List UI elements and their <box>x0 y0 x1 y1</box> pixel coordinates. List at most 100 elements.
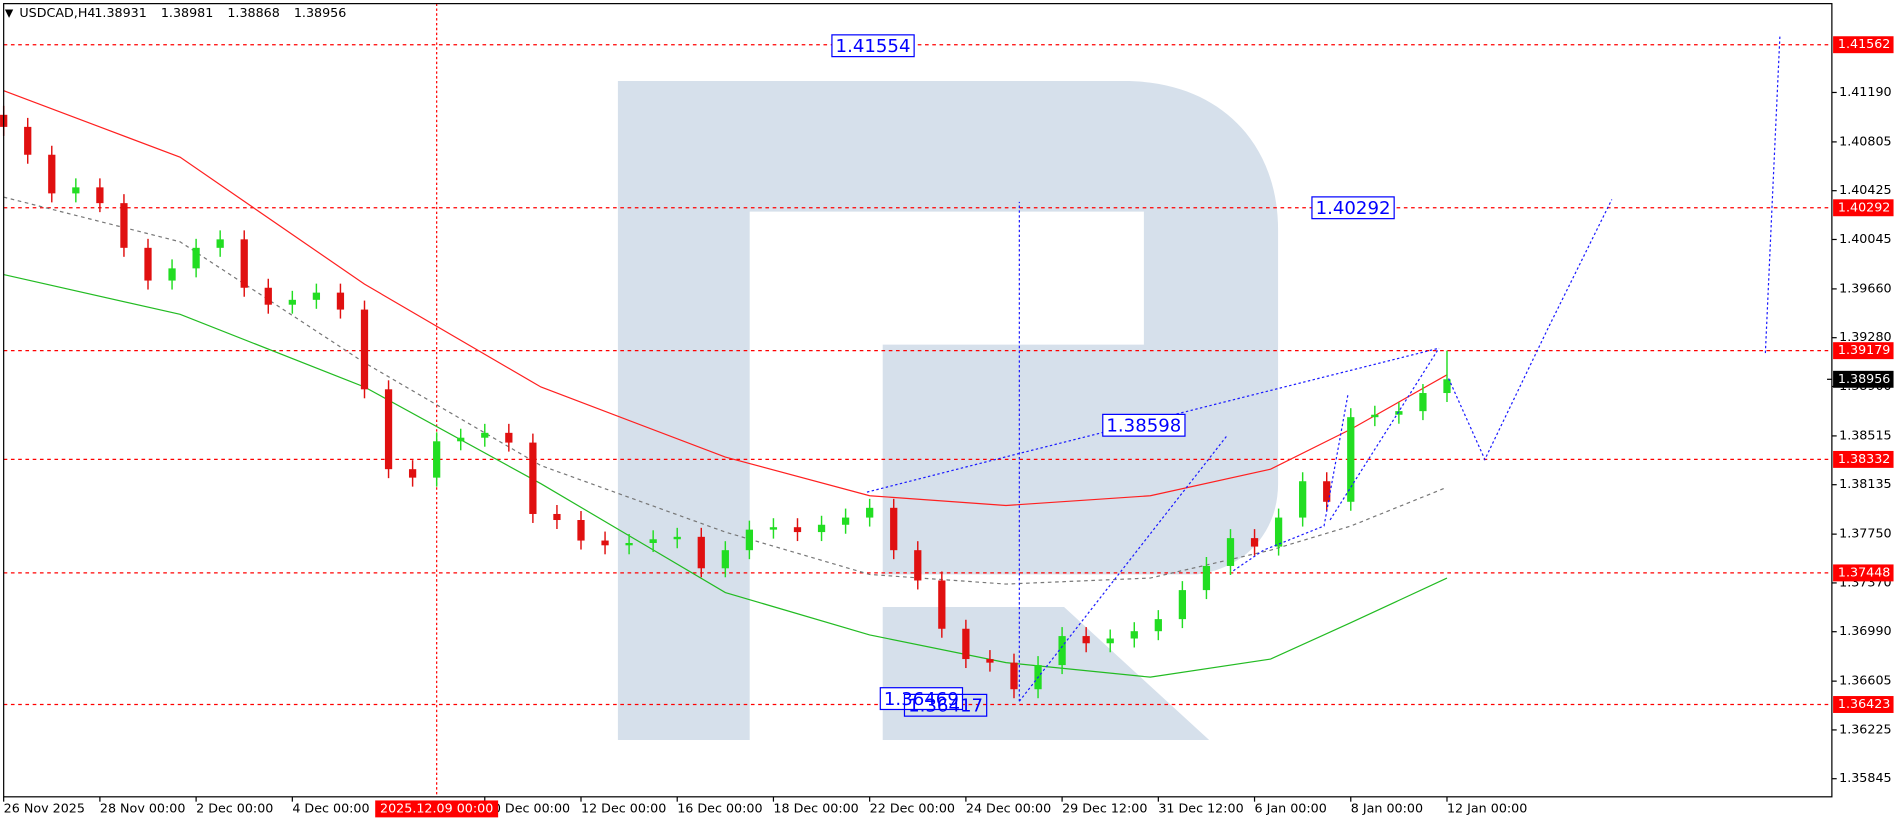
candle-body <box>914 550 922 581</box>
x-tick-label: 12 Dec 00:00 <box>581 800 666 815</box>
y-tick-label: 1.38515 <box>1839 427 1891 442</box>
header-close: 1.38956 <box>294 5 346 20</box>
annotation-box <box>1102 413 1186 437</box>
candle-body <box>601 540 609 546</box>
forecast-path <box>1329 347 1440 521</box>
crosshair-label: 2025.12.09 00:00 <box>380 800 493 815</box>
candle-body <box>553 513 561 521</box>
y-tick-label: 1.36225 <box>1839 721 1891 736</box>
candle-body <box>168 268 176 281</box>
x-tick-label: 2 Dec 00:00 <box>196 800 273 815</box>
plot-frame <box>3 3 1833 798</box>
candle-body <box>1010 662 1018 690</box>
candle-body <box>745 529 754 551</box>
level-label-box <box>1833 564 1894 582</box>
x-tick-label: 18 Dec 00:00 <box>773 800 858 815</box>
level-label: 1.37448 <box>1838 564 1890 579</box>
indicator-line <box>3 90 1448 507</box>
x-tick-label: 22 Dec 00:00 <box>870 800 955 815</box>
level-label: 1.39179 <box>1838 342 1890 357</box>
header-low: 1.38868 <box>227 5 279 20</box>
candle-body <box>120 203 128 248</box>
x-tick-label: 12 Jan 00:00 <box>1447 800 1527 815</box>
candle-body <box>866 507 874 518</box>
candle-body <box>1202 565 1211 591</box>
level-label-box <box>1833 36 1894 54</box>
candle-body <box>216 239 224 248</box>
annotation-label: 1.36417 <box>908 695 983 716</box>
candle-body <box>384 389 393 470</box>
candle-body <box>433 441 441 478</box>
level-label: 1.40292 <box>1838 199 1890 214</box>
candle-body <box>1226 538 1235 566</box>
candle-body <box>336 292 345 310</box>
candle-body <box>986 659 994 663</box>
candle-body <box>1106 638 1114 644</box>
candle-body <box>288 299 296 305</box>
candle-body <box>312 292 321 300</box>
candle-body <box>48 154 56 194</box>
x-tick-label: 31 Dec 12:00 <box>1158 800 1243 815</box>
y-tick-label: 1.38135 <box>1839 476 1891 491</box>
candle-body <box>144 247 152 281</box>
header-high: 1.38981 <box>161 5 213 20</box>
candle-body <box>505 432 513 443</box>
symbol: USDCAD,H4 <box>19 5 95 20</box>
candle-body <box>24 126 32 155</box>
candle-body <box>1274 517 1283 547</box>
candle-body <box>264 287 272 305</box>
annotation-label: 1.40292 <box>1316 198 1391 219</box>
annotation-box <box>1311 196 1395 220</box>
level-label-box <box>1833 199 1894 217</box>
candle-body <box>1419 393 1427 412</box>
candle-body <box>1323 481 1331 502</box>
menu-arrow[interactable]: ▼ <box>5 6 14 19</box>
candle-body <box>1250 538 1259 547</box>
annotation-box <box>831 34 915 58</box>
annotation-box <box>903 693 988 717</box>
candle-body <box>625 542 633 546</box>
forecast-path <box>1018 434 1228 702</box>
candle-body <box>1154 619 1162 632</box>
y-tick-label: 1.36990 <box>1839 623 1891 638</box>
last-price-label: 1.38956 <box>1838 371 1890 386</box>
forecast-drawings <box>866 36 1781 702</box>
candle-body <box>1347 417 1355 502</box>
forecast-path <box>1448 199 1613 461</box>
candle-body <box>962 628 970 660</box>
candle-body <box>529 442 537 514</box>
candle-body <box>457 437 465 442</box>
plot-area <box>0 3 1832 797</box>
candle-body <box>1299 481 1307 518</box>
level-label: 1.41562 <box>1838 36 1890 51</box>
forecast-path <box>1233 392 1349 572</box>
candle-body <box>649 539 657 543</box>
level-label-box <box>1833 450 1894 468</box>
indicator-line <box>3 273 1448 678</box>
x-tick-label: 16 Dec 00:00 <box>677 800 762 815</box>
candle-body <box>192 247 200 269</box>
candle-body <box>673 536 681 540</box>
header-open: 1.38931 <box>94 5 146 20</box>
x-tick-label: 29 Dec 12:00 <box>1062 800 1147 815</box>
candle-body <box>1082 636 1090 644</box>
candle-body <box>1130 631 1138 639</box>
x-tick-label: 24 Dec 00:00 <box>966 800 1051 815</box>
candle-body <box>240 239 248 288</box>
level-label-box <box>1833 342 1894 360</box>
y-tick-label: 1.39280 <box>1839 329 1891 344</box>
level-label-box <box>1833 696 1894 713</box>
y-tick-label: 1.36605 <box>1839 673 1891 688</box>
candle-body <box>360 309 369 390</box>
annotation-box <box>879 687 964 711</box>
candle-body <box>1058 636 1066 666</box>
candle-body <box>841 517 850 525</box>
crosshair-label-box <box>375 800 499 818</box>
y-tick-label: 1.41190 <box>1839 84 1891 99</box>
x-tick-label: 28 Nov 00:00 <box>100 800 186 815</box>
candle-body <box>1371 414 1379 418</box>
annotation-label: 1.41554 <box>836 36 911 57</box>
candle-body <box>408 469 417 478</box>
watermark-shape <box>617 81 1279 740</box>
